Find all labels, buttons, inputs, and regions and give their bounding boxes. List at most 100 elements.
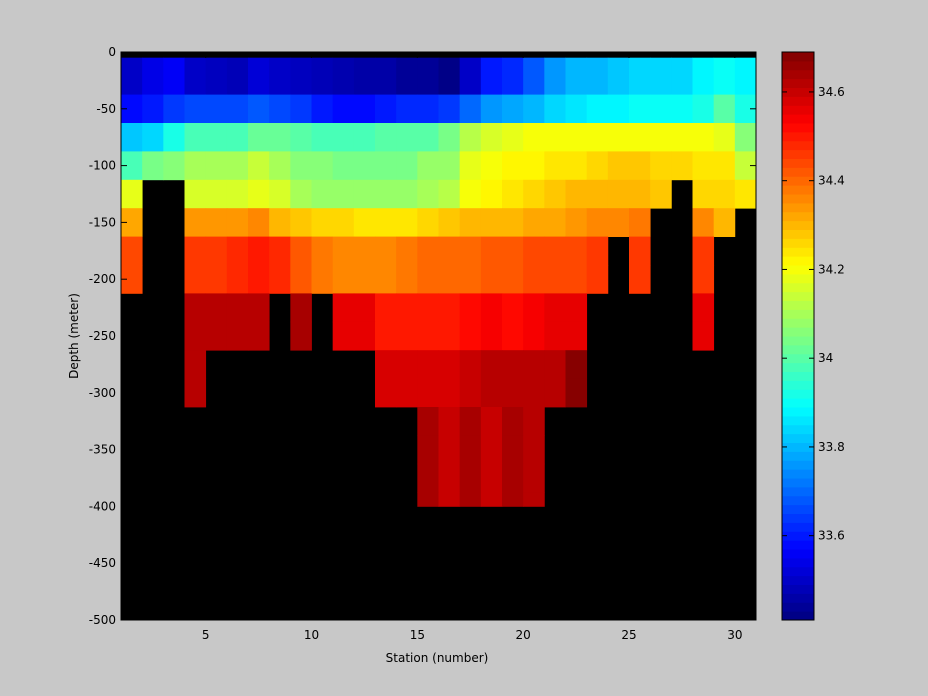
heatmap-cell (502, 265, 524, 294)
heatmap-cell (353, 321, 376, 351)
heatmap-cell (502, 407, 524, 436)
heatmap-cell (163, 94, 185, 124)
heatmap-cell (734, 94, 757, 124)
heatmap-cell (290, 57, 312, 95)
heatmap-cell (459, 94, 482, 124)
heatmap-cell (692, 57, 715, 95)
heatmap-cell (565, 94, 588, 124)
colorbar-frame (781, 51, 815, 621)
heatmap-cell (502, 208, 524, 237)
colorbar-band (782, 433, 814, 444)
heatmap-cell (565, 378, 588, 408)
colorbar-band (782, 407, 814, 417)
heatmap-cell (480, 236, 503, 266)
heatmap-cell (480, 378, 503, 408)
heatmap-cell (438, 208, 461, 237)
heatmap-cell (375, 179, 397, 209)
heatmap-cell (121, 151, 143, 181)
heatmap-cell (523, 123, 545, 152)
heatmap-cell (692, 151, 715, 181)
heatmap-cell (523, 463, 545, 493)
colorbar-ticks: 33.6 33.8 34 34.2 34.4 34.6 (782, 85, 845, 543)
heatmap-cell (607, 208, 630, 237)
heatmap-cell (311, 57, 334, 95)
heatmap-cell (269, 151, 291, 181)
heatmap-cell (459, 179, 482, 209)
heatmap-cell (205, 151, 228, 181)
heatmap-cell (375, 151, 397, 181)
heatmap-cell (375, 123, 397, 152)
heatmap-cell (290, 123, 312, 152)
heatmap-cell (375, 350, 397, 379)
x-axis-ticks: 5 10 15 20 25 30 (202, 52, 742, 642)
heatmap-cell (332, 123, 355, 152)
heatmap-cell (205, 57, 228, 95)
heatmap-cell (121, 179, 143, 209)
x-tick-label: 20 (516, 628, 531, 642)
heatmap-cell (502, 350, 524, 379)
heatmap-cell (375, 378, 397, 408)
heatmap-cell (290, 321, 312, 351)
colorbar-band (782, 238, 814, 248)
colorbar-tick-label: 34.2 (818, 262, 845, 276)
heatmap-cell (396, 151, 418, 181)
heatmap-cell (523, 94, 545, 124)
colorbar-band (782, 69, 814, 80)
heatmap-cell (523, 321, 545, 351)
heatmap-cell (332, 321, 355, 351)
heatmap-cell (523, 435, 545, 465)
colorbar: 33.6 33.8 34 34.2 34.4 34.6 (781, 51, 845, 621)
heatmap-cell (438, 94, 461, 124)
heatmap-cell (353, 57, 376, 95)
colorbar-band (782, 362, 814, 373)
heatmap-cell (353, 208, 376, 237)
colorbar-tick-label: 33.6 (818, 529, 845, 543)
y-tick-label: -200 (89, 272, 116, 286)
heatmap-cell (692, 123, 715, 152)
heatmap-cell (438, 57, 461, 95)
heatmap-cell (734, 151, 757, 181)
heatmap-cell (205, 236, 228, 266)
heatmap-cell (586, 94, 609, 124)
heatmap-cell (586, 208, 609, 237)
heatmap-cell (565, 57, 588, 95)
colorbar-band (782, 344, 814, 355)
heatmap-cell (269, 236, 291, 266)
heatmap-cell (269, 57, 291, 95)
colorbar-band (782, 424, 814, 435)
heatmap-cell (438, 463, 461, 493)
heatmap-cell (438, 492, 461, 507)
heatmap-cell (480, 407, 503, 436)
heatmap-cell (332, 179, 355, 209)
y-axis-ticks: 0 -50 -100 -150 -200 -250 -300 -350 -400 -450 -500 (89, 45, 756, 627)
heatmap-cell (544, 236, 566, 266)
colorbar-band (782, 495, 814, 506)
heatmap-cell (480, 57, 503, 95)
heatmap-cell (544, 321, 566, 351)
x-tick-label: 25 (621, 628, 636, 642)
heatmap-cell (502, 94, 524, 124)
colorbar-band (782, 504, 814, 515)
heatmap-cell (586, 179, 609, 209)
heatmap-cell (396, 265, 418, 294)
heatmap-cell (311, 123, 334, 152)
heatmap-cell (438, 293, 461, 323)
heatmap-cell (544, 208, 566, 237)
colorbar-band (782, 486, 814, 497)
colorbar-band (782, 60, 814, 71)
heatmap-cell (523, 265, 545, 294)
heatmap-cell (544, 265, 566, 294)
colorbar-band (782, 478, 814, 488)
colorbar-band (782, 256, 814, 266)
heatmap-cell (544, 179, 566, 209)
heatmap-cell (438, 435, 461, 465)
heatmap-cell (248, 265, 270, 294)
colorbar-band (782, 176, 814, 186)
heatmap-cell (565, 179, 588, 209)
heatmap-cell (438, 151, 461, 181)
heatmap-cell (184, 179, 207, 209)
heatmap-cell (480, 123, 503, 152)
heatmap-cell (417, 435, 439, 465)
heatmap-cell (332, 94, 355, 124)
heatmap-cell (269, 123, 291, 152)
